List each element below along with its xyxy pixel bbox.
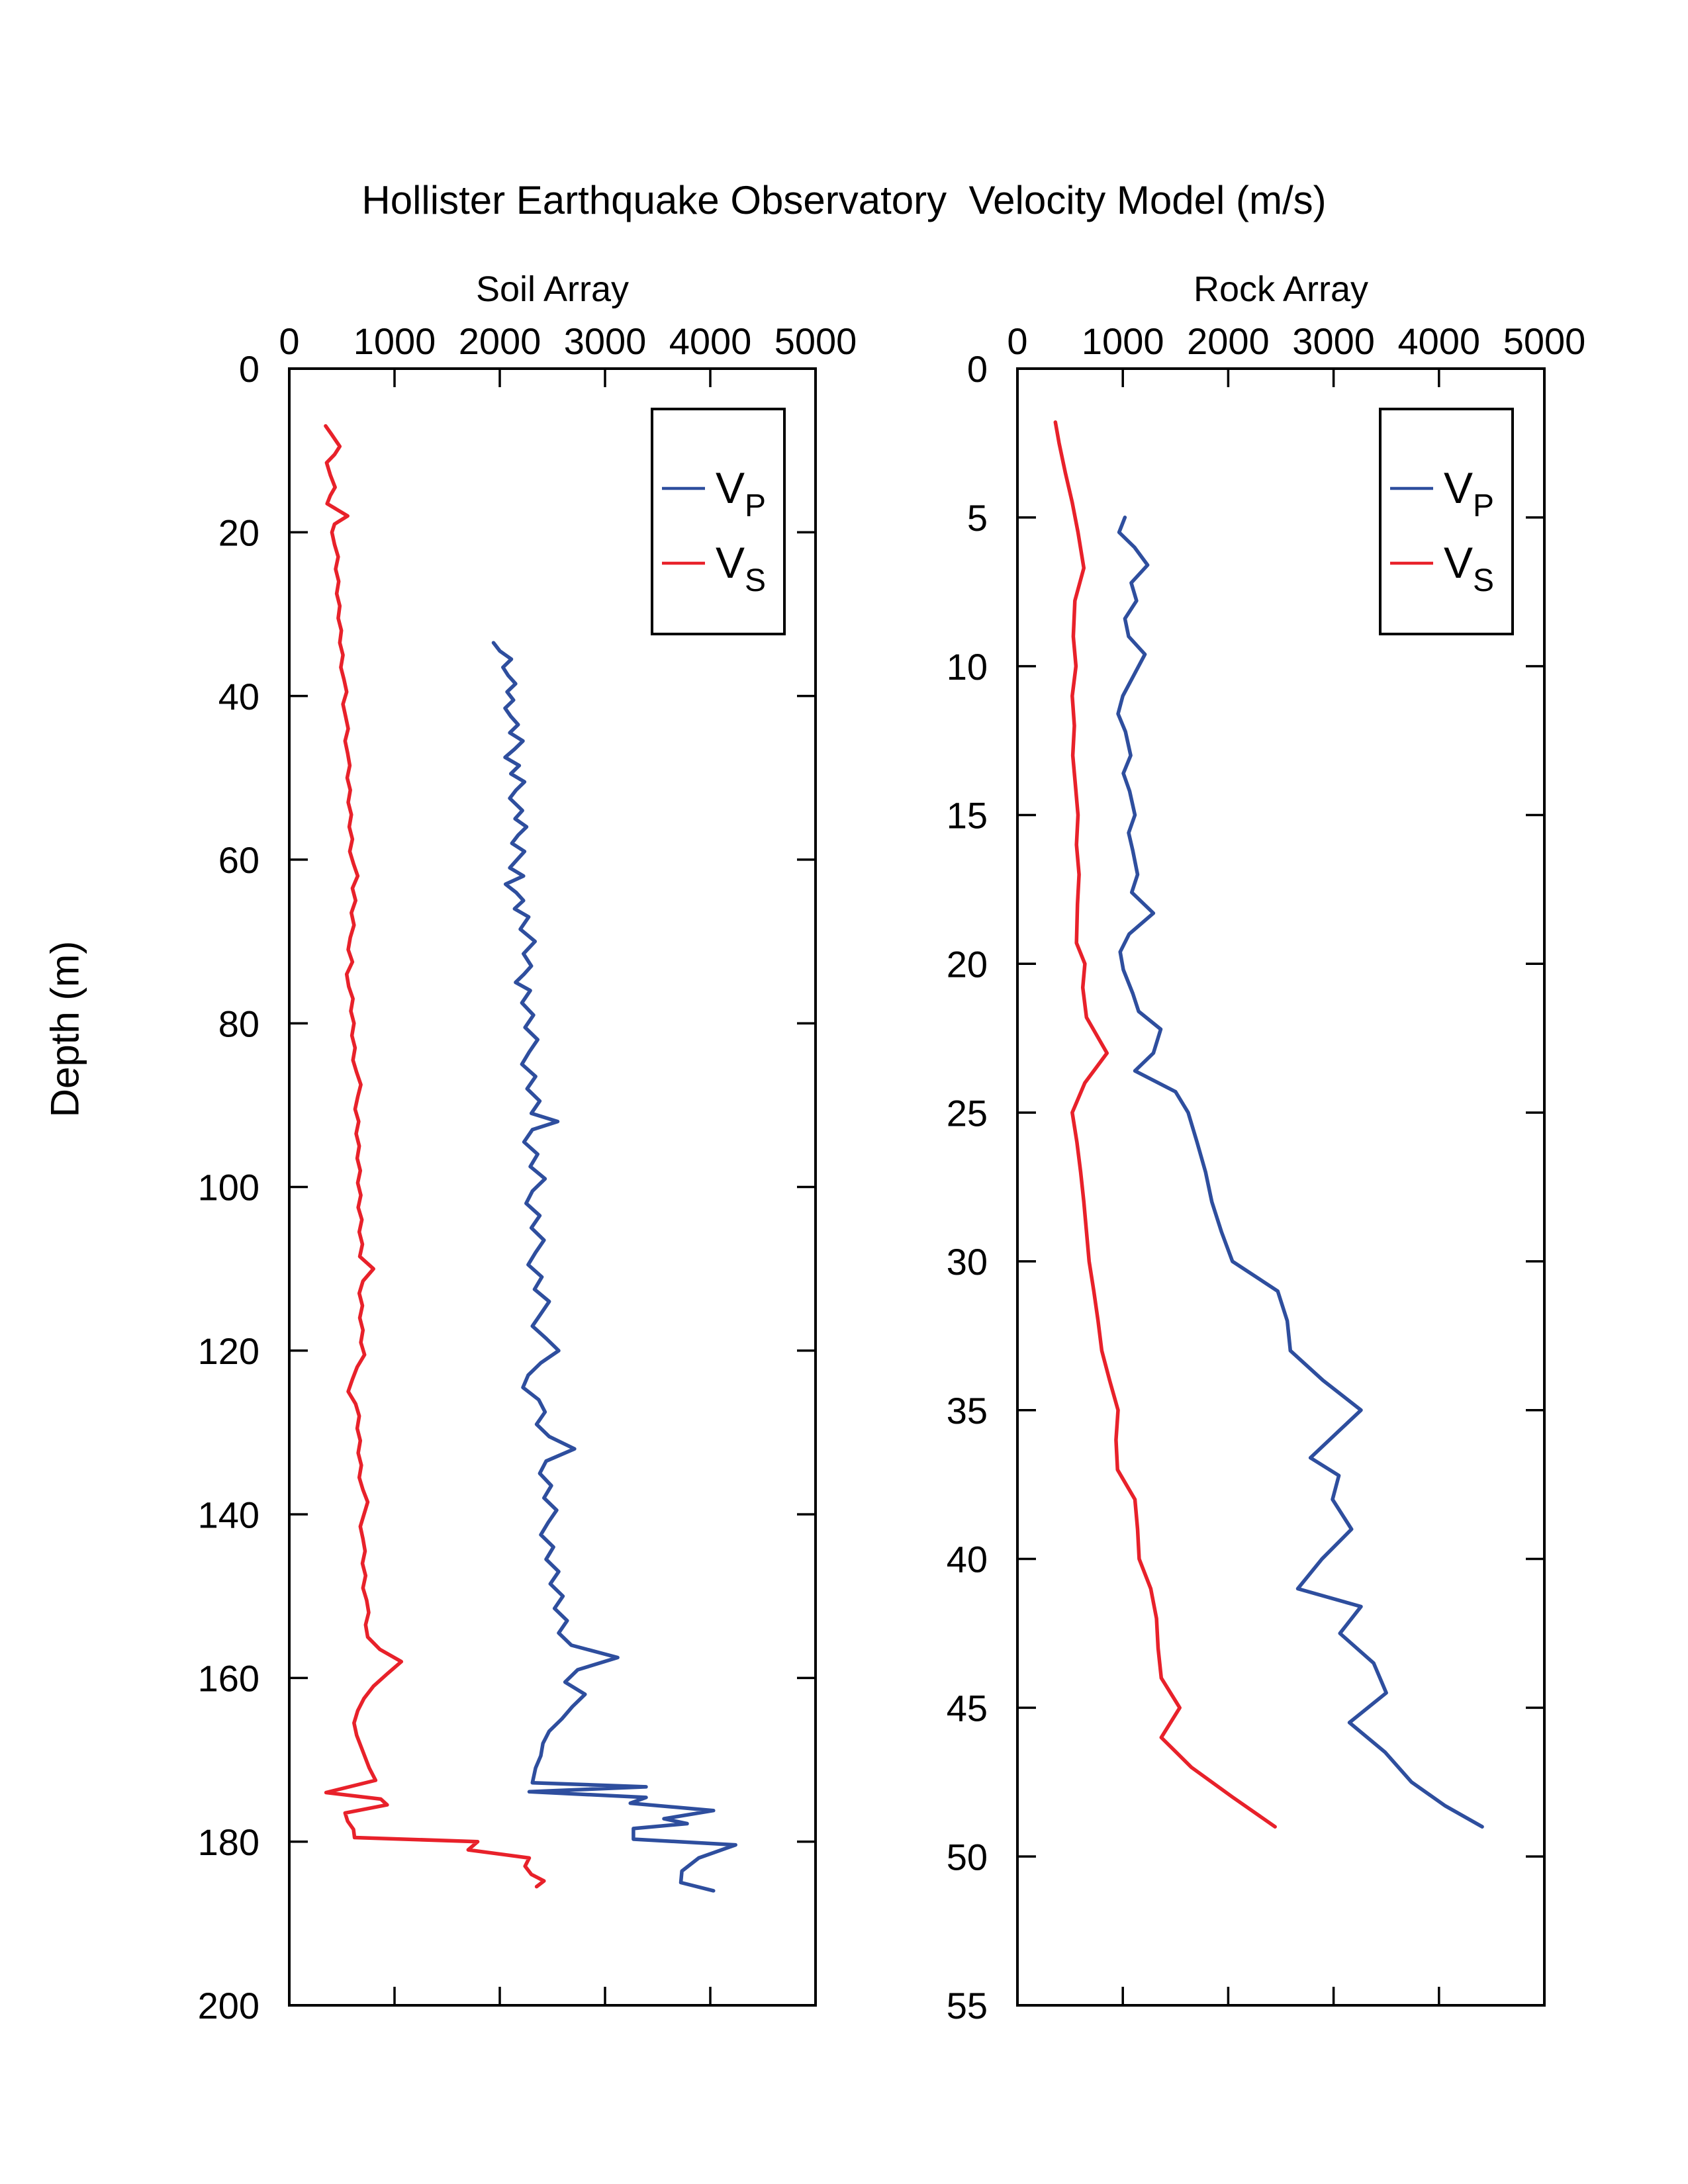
rock-array-x-tick-label: 2000 xyxy=(1187,320,1270,362)
rock-array-title: Rock Array xyxy=(1194,269,1368,309)
vp-curve-soil-array xyxy=(491,641,737,1893)
soil-array-y-tick-label: 200 xyxy=(198,1985,259,2026)
rock-array-y-tick-label: 5 xyxy=(967,497,988,539)
soil-array-y-tick-label: 40 xyxy=(218,676,259,717)
rock-array-y-tick-label: 55 xyxy=(947,1985,988,2026)
rock-array-legend-vs-label: VS xyxy=(1444,538,1494,598)
soil-array-x-tick-label: 3000 xyxy=(564,320,647,362)
soil-array-legend-vp-label: VP xyxy=(716,463,766,523)
rock-array-legend-box xyxy=(1379,408,1514,635)
soil-array-y-tick-label: 20 xyxy=(218,512,259,553)
rock-array-y-tick-label: 15 xyxy=(947,795,988,837)
rock-array-y-tick-label: 30 xyxy=(947,1241,988,1283)
rock-array-y-tick-label: 25 xyxy=(947,1092,988,1134)
soil-array-y-tick-label: 140 xyxy=(198,1494,259,1535)
rock-array-x-tick-label: 1000 xyxy=(1082,320,1164,362)
rock-array-x-tick-label: 0 xyxy=(1007,320,1027,362)
soil-array-frame xyxy=(288,367,817,2007)
rock-array-y-tick-label: 40 xyxy=(947,1539,988,1580)
soil-array-y-tick-label: 160 xyxy=(198,1658,259,1700)
soil-array-x-tick-label: 1000 xyxy=(353,320,436,362)
rock-array-y-tick-label: 45 xyxy=(947,1688,988,1729)
soil-array-y-tick-label: 100 xyxy=(198,1167,259,1208)
soil-array-y-tick-label: 80 xyxy=(218,1003,259,1044)
rock-array-y-tick-label: 50 xyxy=(947,1836,988,1878)
vp-curve-rock-array xyxy=(1116,516,1484,1829)
soil-array-x-tick-label: 5000 xyxy=(774,320,857,362)
soil-array-legend-box xyxy=(651,408,786,635)
soil-array-x-tick-label: 4000 xyxy=(669,320,752,362)
rock-array-x-tick-label: 4000 xyxy=(1398,320,1481,362)
soil-array-x-tick-label: 2000 xyxy=(459,320,541,362)
soil-array-y-tick-label: 0 xyxy=(239,348,259,390)
rock-array-x-tick-label: 5000 xyxy=(1503,320,1586,362)
soil-array-y-tick-label: 120 xyxy=(198,1330,259,1372)
rock-array-legend-vp-label: VP xyxy=(1444,463,1494,523)
rock-array-y-tick-label: 35 xyxy=(947,1390,988,1432)
rock-array-y-tick-label: 20 xyxy=(947,943,988,985)
rock-array-frame xyxy=(1016,367,1546,2007)
soil-array-x-tick-label: 0 xyxy=(279,320,299,362)
figure-title: Hollister Earthquake Observatory Velocit… xyxy=(361,178,1327,222)
rock-array-x-tick-label: 3000 xyxy=(1292,320,1375,362)
soil-array-y-tick-label: 60 xyxy=(218,839,259,881)
soil-array-y-tick-label: 180 xyxy=(198,1821,259,1863)
rock-array-y-tick-label: 0 xyxy=(967,348,988,390)
vs-curve-rock-array xyxy=(1053,420,1277,1829)
soil-array-legend-vs-label: VS xyxy=(716,538,766,598)
rock-array-y-tick-label: 10 xyxy=(947,646,988,688)
soil-array-title: Soil Array xyxy=(476,269,629,309)
vs-curve-soil-array xyxy=(324,424,546,1889)
